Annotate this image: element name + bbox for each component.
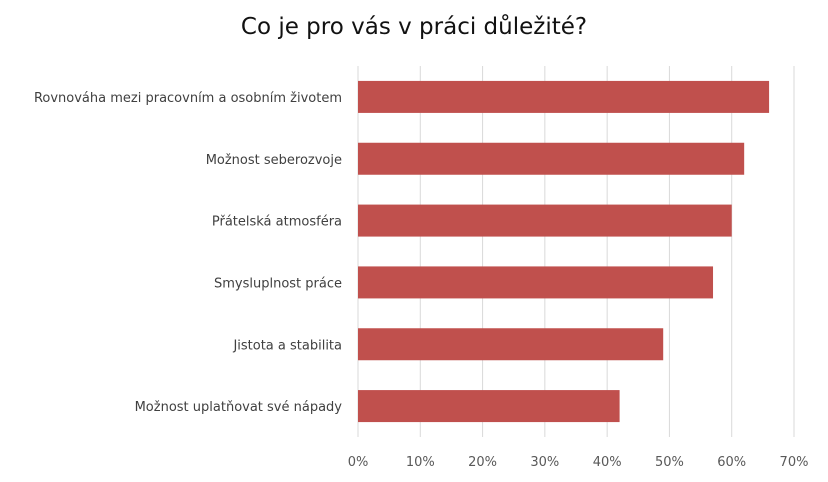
x-tick-label: 20% — [468, 455, 497, 470]
x-tick-label: 0% — [348, 455, 369, 470]
category-label: Možnost seberozvoje — [206, 153, 342, 168]
category-label: Přátelská atmosféra — [212, 215, 342, 230]
bar — [358, 328, 664, 361]
bar — [358, 204, 732, 237]
bar — [358, 80, 770, 113]
bar — [358, 390, 620, 423]
x-tick-label: 30% — [530, 455, 559, 470]
x-axis-ticks: 0% 10% 20% 30% 40% 50% 60% 70% — [348, 455, 809, 470]
bars — [358, 80, 770, 423]
x-tick-label: 40% — [593, 455, 622, 470]
x-tick-label: 10% — [406, 455, 435, 470]
x-tick-label: 50% — [655, 455, 684, 470]
category-label: Možnost uplatňovat své nápady — [135, 400, 343, 415]
gridlines — [357, 66, 795, 437]
category-label: Smysluplnost práce — [214, 276, 342, 291]
bar — [358, 142, 745, 175]
category-label: Rovnováha mezi pracovním a osobním život… — [34, 91, 342, 106]
x-tick-label: 60% — [717, 455, 746, 470]
x-tick-label: 70% — [780, 455, 809, 470]
category-labels: Rovnováha mezi pracovním a osobním život… — [34, 91, 342, 415]
chart-title: Co je pro vás v práci důležité? — [240, 14, 588, 40]
category-label: Jistota a stabilita — [232, 338, 342, 353]
bar — [358, 266, 714, 299]
